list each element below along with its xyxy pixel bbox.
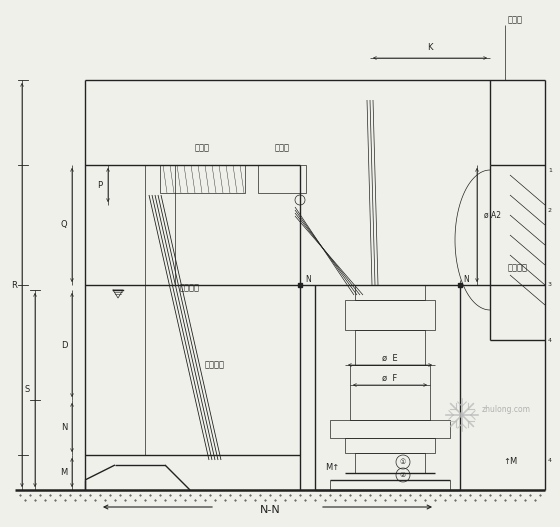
Text: M↑: M↑ bbox=[325, 464, 339, 473]
Text: ②: ② bbox=[400, 472, 406, 478]
Text: S: S bbox=[25, 385, 30, 395]
Bar bbox=[258, 165, 306, 193]
Text: ø  F: ø F bbox=[382, 374, 398, 383]
Text: 穿墙管: 穿墙管 bbox=[508, 15, 523, 24]
Text: P: P bbox=[97, 181, 102, 190]
Bar bbox=[355, 330, 425, 365]
Text: Q: Q bbox=[60, 220, 67, 229]
Bar bbox=[160, 165, 245, 193]
Text: R: R bbox=[11, 280, 17, 289]
Text: 1: 1 bbox=[548, 168, 552, 172]
Text: K: K bbox=[427, 44, 433, 53]
Text: N: N bbox=[305, 276, 311, 285]
Text: 3: 3 bbox=[548, 282, 552, 288]
Bar bbox=[355, 453, 425, 473]
Text: ①: ① bbox=[400, 459, 406, 465]
Text: 最低水位: 最低水位 bbox=[180, 284, 200, 292]
Text: N: N bbox=[61, 423, 67, 432]
Text: ø  E: ø E bbox=[382, 354, 398, 363]
Text: zhulong.com: zhulong.com bbox=[482, 405, 531, 414]
Text: 2: 2 bbox=[548, 208, 552, 212]
Text: 浮箱拍门: 浮箱拍门 bbox=[508, 264, 528, 272]
Bar bbox=[350, 365, 430, 420]
Bar bbox=[345, 300, 435, 330]
Text: 矩形闸门: 矩形闸门 bbox=[205, 360, 225, 369]
Bar bbox=[345, 438, 435, 453]
Bar bbox=[330, 420, 450, 438]
Text: 4: 4 bbox=[548, 337, 552, 343]
Text: M: M bbox=[60, 468, 68, 477]
Text: ↑M: ↑M bbox=[503, 457, 517, 466]
Text: N: N bbox=[463, 276, 469, 285]
Text: 启闭机: 启闭机 bbox=[274, 143, 290, 152]
Text: D: D bbox=[60, 340, 67, 349]
Text: ø A2: ø A2 bbox=[484, 210, 501, 220]
Text: 4: 4 bbox=[548, 457, 552, 463]
Text: N-N: N-N bbox=[260, 505, 281, 515]
Text: 老污槽: 老污槽 bbox=[194, 143, 209, 152]
